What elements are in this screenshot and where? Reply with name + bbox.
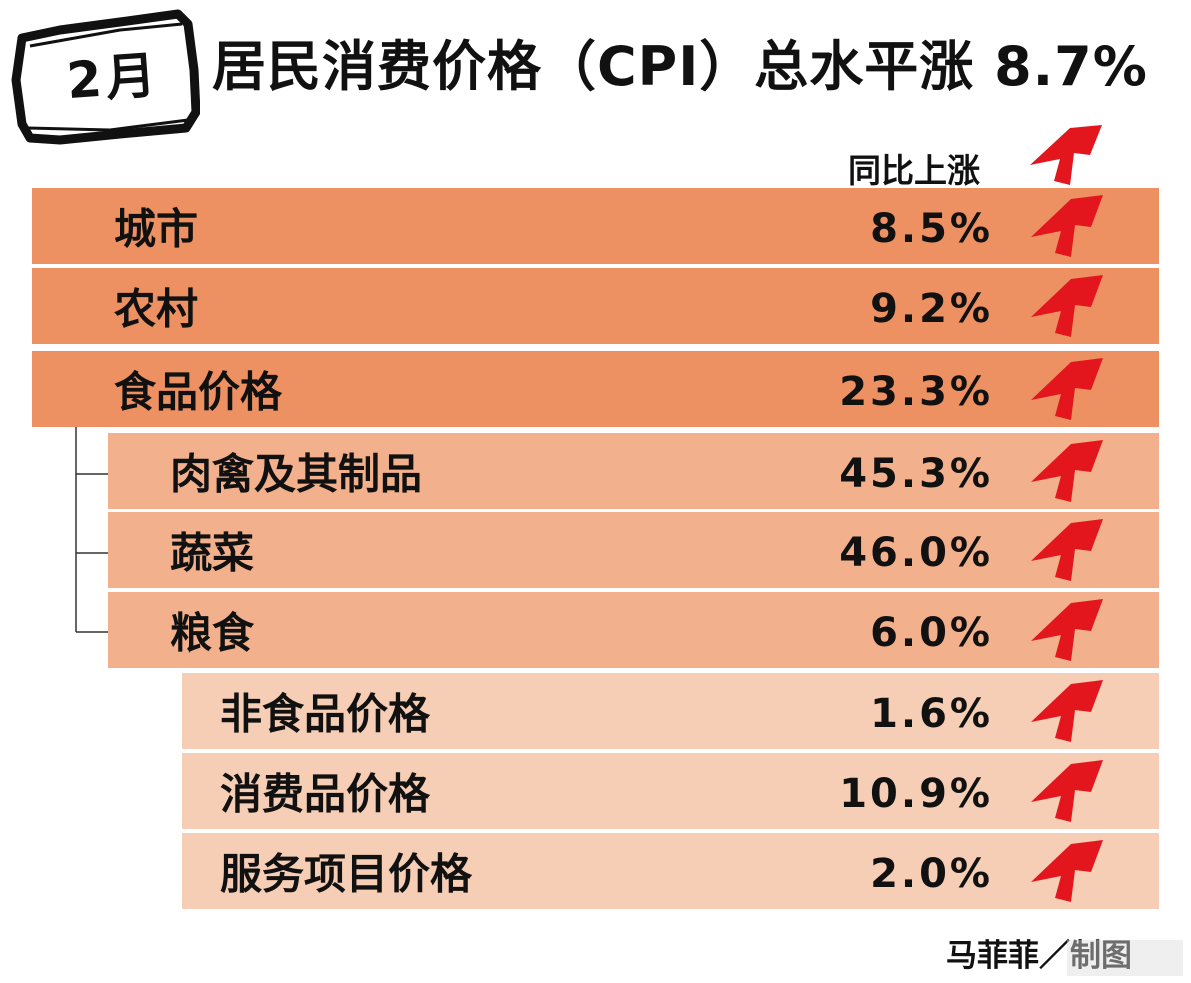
table-row: 消费品价格 10.9%	[182, 753, 1159, 829]
row-label: 非食品价格	[220, 689, 431, 739]
watermark-logo	[1067, 940, 1183, 976]
credit-line: 马菲菲／制图	[946, 938, 1132, 974]
row-value: 8.5%	[870, 205, 993, 252]
table-row: 非食品价格 1.6%	[182, 673, 1159, 749]
row-label: 农村	[114, 284, 199, 334]
row-label: 蔬菜	[170, 528, 255, 578]
month-label: 2月	[64, 45, 162, 111]
red-up-arrow-icon	[1031, 358, 1103, 420]
row-value: 45.3%	[839, 450, 993, 497]
red-up-arrow-icon	[1031, 275, 1103, 337]
table-row: 农村 9.2%	[32, 268, 1159, 344]
red-up-arrow-icon	[1031, 440, 1103, 502]
table-row: 食品价格 23.3%	[32, 351, 1159, 427]
row-value: 9.2%	[870, 285, 993, 332]
row-value: 10.9%	[839, 770, 993, 817]
table-row: 粮食 6.0%	[108, 592, 1159, 668]
header-up-arrow-icon	[1030, 125, 1102, 185]
red-up-arrow-icon	[1031, 840, 1103, 902]
row-value: 23.3%	[839, 368, 993, 415]
row-value: 6.0%	[870, 609, 993, 656]
table-row: 蔬菜 46.0%	[108, 512, 1159, 588]
table-row: 服务项目价格 2.0%	[182, 833, 1159, 909]
table-row: 肉禽及其制品 45.3%	[108, 433, 1159, 509]
row-label: 城市	[114, 204, 199, 254]
row-value: 2.0%	[870, 850, 993, 897]
row-label: 肉禽及其制品	[170, 449, 423, 499]
month-badge-frame	[11, 9, 200, 145]
red-up-arrow-icon	[1031, 599, 1103, 661]
row-label: 粮食	[170, 608, 255, 658]
red-up-arrow-icon	[1031, 519, 1103, 581]
red-up-arrow-icon	[1031, 760, 1103, 822]
page-title: 居民消费价格（CPI）总水平涨 8.7%	[212, 35, 1148, 98]
red-up-arrow-icon	[1031, 195, 1103, 257]
column-header: 同比上涨	[848, 151, 980, 190]
table-row: 城市 8.5%	[32, 188, 1159, 264]
row-value: 46.0%	[839, 529, 993, 576]
red-up-arrow-icon	[1031, 680, 1103, 742]
row-label: 食品价格	[114, 367, 283, 417]
row-label: 消费品价格	[220, 769, 431, 819]
row-label: 服务项目价格	[220, 849, 473, 899]
row-value: 1.6%	[870, 690, 993, 737]
